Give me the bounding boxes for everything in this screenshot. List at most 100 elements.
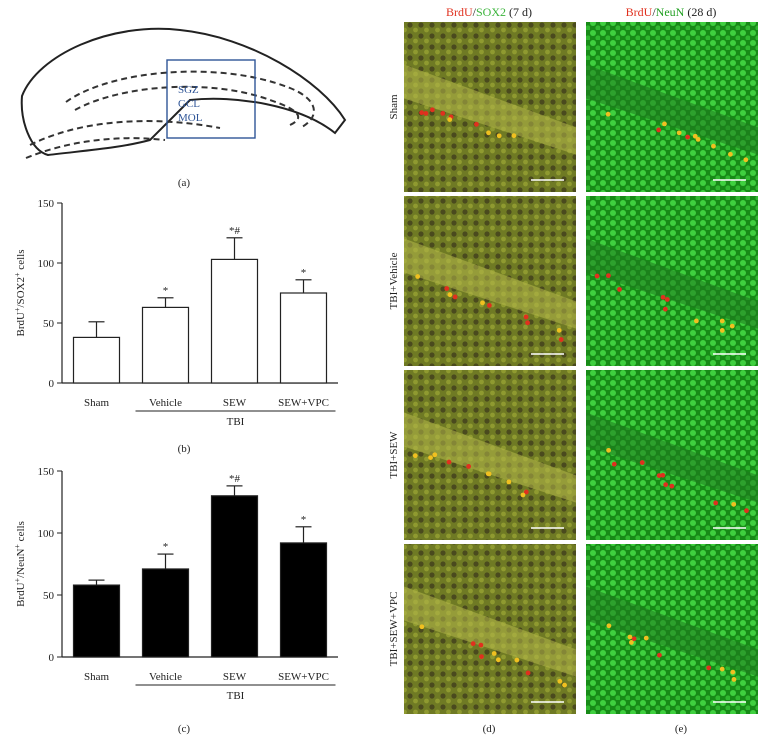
y-tick-label: 0 [49,378,55,390]
group-label: TBI [227,690,245,702]
brdu-positive-cell [662,121,667,127]
brdu-positive-cell [480,300,485,306]
category-label: Vehicle [149,671,182,683]
bar-sham [72,584,121,658]
micrograph-sox2-row-1 [404,22,576,192]
brdu-positive-cell [606,447,611,453]
brdu-positive-cell [514,657,520,663]
brdu-positive-cell [660,294,666,300]
region-of-interest-box [166,59,256,139]
brdu-positive-cell [656,473,662,478]
brdu-positive-cell [662,306,668,312]
brdu-positive-cell [639,460,645,465]
micrograph-grid: Sham TBI+Vehicle TBI+SEW TBI+SEW+VPC [388,22,758,714]
row-label: TBI+SEW+VPC [388,592,400,667]
header-brdu-label: BrdU [446,5,473,19]
brdu-positive-cell [478,642,484,648]
molecular-layer-band [586,412,758,503]
brdu-positive-cell [663,482,669,488]
brdu-positive-cell [695,136,701,142]
micrograph-sox2-row-2 [404,196,576,366]
brdu-positive-cell [562,682,567,688]
brdu-positive-cell [452,294,458,300]
brdu-positive-cell [693,318,699,324]
brdu-positive-cell [617,287,622,292]
molecular-layer-band [586,64,758,155]
bar-vehicle [141,306,190,384]
bar-sew [210,495,259,658]
y-axis-label: BrdU+/SOX2+ cells [13,250,27,337]
brdu-positive-cell [523,489,529,495]
brdu-positive-cell [628,640,634,645]
significance-marker: * [301,267,307,279]
brdu-positive-cell [556,327,562,333]
micrograph-neun-row-1 [586,22,758,192]
brdu-positive-cell [491,651,497,656]
hippocampus-outline [20,27,347,157]
bar-vehicle [141,568,190,658]
micrograph-sox2-row-3 [404,370,576,540]
brdu-positive-cell [731,677,737,682]
molecular-layer-band [404,238,576,329]
brdu-positive-cell [520,492,526,498]
brdu-positive-cell [611,461,617,467]
brdu-positive-cell [664,297,670,302]
brdu-positive-cell [660,472,666,478]
significance-marker: * [163,541,169,553]
header-neun-28d: BrdU/NeuN (28 d) [626,5,717,19]
brdu-positive-cell [657,652,662,658]
brdu-positive-cell [558,337,564,342]
brdu-positive-cell [495,657,501,663]
brdu-positive-cell [479,654,484,660]
row-label: TBI+Vehicle [388,252,400,309]
brdu-positive-cell [606,273,611,279]
row-label: TBI+SEW [388,431,400,479]
brdu-positive-cell [669,483,675,489]
significance-marker: *# [229,225,241,237]
category-label: SEW+VPC [278,671,329,683]
brdu-positive-cell [496,133,502,139]
brdu-positive-cell [423,111,429,116]
micrograph-neun-row-3 [586,370,758,540]
hippocampus-schematic: SGZ GCL MOL [20,27,347,159]
brdu-positive-cell [729,323,735,329]
row-label: Sham [388,94,400,120]
brdu-positive-cell [605,111,611,117]
granule-layer-bottom-dashed [25,137,166,159]
brdu-positive-cell [594,273,600,279]
brdu-positive-cell [486,130,491,136]
brdu-positive-cell [656,127,662,133]
panel-letter-e: (e) [675,723,688,735]
y-tick-label: 150 [38,466,55,478]
brdu-positive-cell [743,157,749,163]
brdu-positive-cell [692,133,698,139]
brdu-positive-cell [706,665,712,671]
y-tick-label: 50 [43,318,55,330]
brdu-positive-cell [511,133,517,139]
brdu-positive-cell [485,471,491,477]
brdu-positive-cell [474,121,479,127]
brdu-positive-cell [676,130,682,136]
brdu-positive-cell [486,302,492,308]
chart-brdu-sox2: 0 50 100 150 BrdU+/SOX2+ cells Sham * Vehicle *#… [13,198,338,428]
brdu-positive-cell [719,666,725,672]
panel-letter-b: (b) [178,443,191,455]
brdu-positive-cell [412,453,418,459]
region-label-mol: MOL [178,112,203,124]
y-tick-label: 100 [38,528,55,540]
brdu-positive-cell [627,634,633,640]
category-label: Sham [84,397,110,409]
category-label: SEW+VPC [278,397,329,409]
molecular-layer-band [586,238,758,329]
brdu-positive-cell [731,501,737,507]
category-label: SEW [223,671,247,683]
brdu-positive-cell [428,455,433,460]
y-tick-label: 150 [38,198,55,210]
molecular-layer-band [586,586,758,677]
chart-brdu-neun: 0 50 100 150 BrdU+/NeuN+ cells Sham * Vehicle *#… [13,466,338,702]
header-brdu-label: BrdU [626,5,653,19]
brdu-positive-cell [429,107,435,113]
brdu-positive-cell [432,452,438,458]
y-tick-label: 100 [38,258,55,270]
